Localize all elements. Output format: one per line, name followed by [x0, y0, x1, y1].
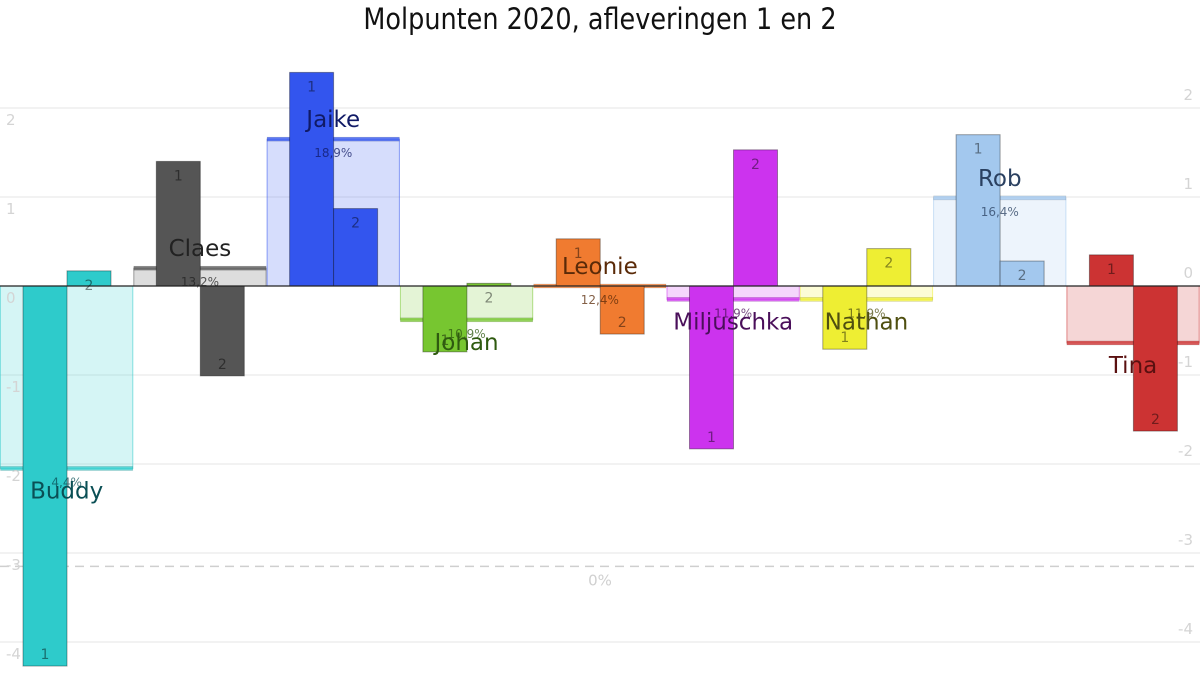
- y-tick-label-right: 2: [1183, 86, 1193, 104]
- player-name-label: Johan: [432, 330, 498, 356]
- bar-claes-ep2: [199, 285, 245, 377]
- bar-johan-ep1: [422, 285, 468, 353]
- player-name-label: Rob: [978, 166, 1022, 192]
- bar-claes-ep1: [155, 160, 201, 287]
- bar-episode-label: 1: [707, 430, 716, 446]
- bar-episode-label: 2: [751, 157, 760, 173]
- bar-episode-label: 2: [884, 256, 893, 272]
- percent-label: 4,4%: [51, 475, 82, 489]
- y-tick-label-right: -1: [1178, 353, 1193, 371]
- bar-nathan-ep2: [866, 248, 912, 287]
- bar-tina-ep2: [1132, 285, 1178, 432]
- bar-episode-label: 1: [41, 647, 50, 663]
- y-tick-label-left: -4: [6, 645, 21, 663]
- reference-layer: 0%: [0, 565, 1200, 589]
- bar-episode-label: 1: [574, 246, 583, 262]
- bar-episode-label: 2: [1151, 412, 1160, 428]
- y-tick-label-right: 0: [1183, 264, 1193, 282]
- bar-episode-label: 2: [218, 357, 227, 373]
- bar-episode-label: 1: [174, 168, 183, 184]
- bar-episode-label: 1: [974, 142, 983, 158]
- bar-episode-label: 1: [307, 79, 316, 95]
- player-name-label: Claes: [169, 236, 232, 262]
- y-tick-label-left: -2: [6, 467, 21, 485]
- bar-jaike-ep1: [289, 71, 335, 287]
- bar-episode-label: 1: [440, 333, 449, 349]
- percent-label: 10,9%: [447, 327, 485, 341]
- bar-episode-label: 2: [484, 290, 493, 306]
- y-tick-label-right: -2: [1178, 442, 1193, 460]
- player-name-label: Nathan: [825, 309, 909, 335]
- y-tick-label-left: 2: [6, 111, 16, 129]
- bar-rob-ep2: [999, 260, 1045, 287]
- y-tick-label-right: -4: [1178, 620, 1193, 638]
- bar-episode-label: 1: [1107, 262, 1116, 278]
- average-line: [1066, 340, 1200, 346]
- percent-label: 18,9%: [314, 146, 352, 160]
- bar-rob-ep1: [955, 134, 1001, 287]
- bar-jaike-ep2: [333, 208, 379, 287]
- y-tick-label-right: 1: [1183, 175, 1193, 193]
- y-tick-label-left: 1: [6, 200, 16, 218]
- player-name-label: Miljuschka: [673, 309, 793, 335]
- percent-label: 13,2%: [181, 275, 219, 289]
- bar-episode-label: 2: [1018, 268, 1027, 284]
- reference-line-label: 0%: [588, 571, 612, 589]
- y-tick-label-left: 0: [6, 289, 16, 307]
- bar-leonie-ep1: [555, 238, 601, 287]
- player-name-label: Leonie: [562, 254, 638, 280]
- bar-episode-label: 1: [840, 330, 849, 346]
- bar-episode-label: 2: [618, 315, 627, 331]
- y-tick-label-left: -3: [6, 556, 21, 574]
- y-tick-label-right: -3: [1178, 531, 1193, 549]
- player-name-label: Jaike: [304, 107, 360, 133]
- bar-miljuschka-ep1: [689, 285, 734, 450]
- bar-tina-ep1: [1088, 254, 1134, 287]
- percent-label: 12,4%: [581, 293, 619, 307]
- chart-title: Molpunten 2020, afleveringen 1 en 2: [363, 2, 837, 36]
- labels-layer: 1 2 4,4%Buddy 1 2 13,2% Claes 1 2 18,9% Jaike 1 2 10,…: [30, 79, 1160, 663]
- bar-miljuschka-ep2: [733, 149, 778, 287]
- bar-episode-label: 2: [351, 216, 360, 232]
- player-name-label: Buddy: [30, 478, 103, 504]
- bar-nathan-ep1: [822, 285, 868, 350]
- percent-label: 11,9%: [714, 306, 752, 320]
- player-name-label: Tina: [1108, 353, 1157, 379]
- axis-layer: -4 -4 -3 -3 -2 -2 -1 -1 0 0 1 1 2 2: [0, 86, 1200, 663]
- bar-leonie-ep2: [599, 285, 645, 335]
- percent-label: 16,4%: [981, 205, 1019, 219]
- percent-label: 11,9%: [847, 306, 885, 320]
- y-tick-label-left: -1: [6, 378, 21, 396]
- bar-episode-label: 2: [85, 278, 94, 294]
